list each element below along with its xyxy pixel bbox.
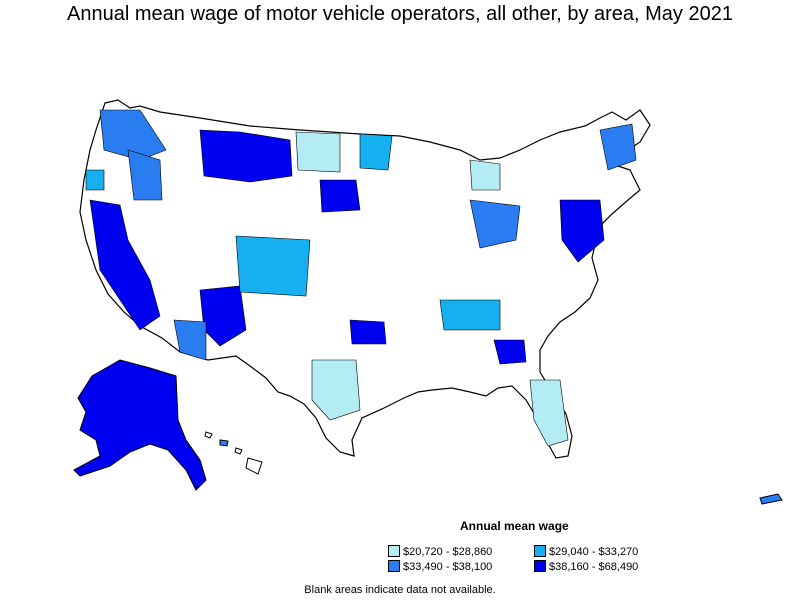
legend-label: $29,040 - $33,270 <box>549 546 639 558</box>
legend-swatch <box>388 560 400 572</box>
legend-item-3: $33,490 - $38,100 <box>388 560 492 573</box>
legend-label: $20,720 - $28,860 <box>403 546 493 558</box>
puerto-rico <box>759 493 783 505</box>
hawaii-islands <box>204 431 263 475</box>
legend-item-2: $29,040 - $33,270 <box>534 545 638 558</box>
legend-item-4: $38,160 - $68,490 <box>534 560 638 573</box>
legend-swatch <box>388 545 400 557</box>
legend-title: Annual mean wage <box>460 519 569 533</box>
legend-swatch <box>534 560 546 572</box>
metro-areas-light-blue <box>85 133 501 331</box>
alaska-outline <box>73 359 207 491</box>
legend-label: $33,490 - $38,100 <box>403 561 493 573</box>
metro-areas-lightest <box>295 131 569 447</box>
metro-areas-mid <box>99 109 637 361</box>
legend-swatch <box>534 545 546 557</box>
legend-item-1: $20,720 - $28,860 <box>388 545 492 558</box>
legend-label: $38,160 - $68,490 <box>549 561 639 573</box>
metro-areas-dark <box>89 129 605 365</box>
map-title: Annual mean wage of motor vehicle operat… <box>67 3 733 25</box>
footnote: Blank areas indicate data not available. <box>304 584 496 596</box>
